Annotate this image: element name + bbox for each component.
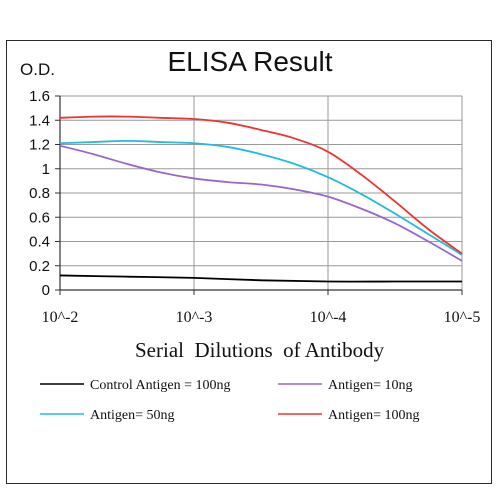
y-axis-label: O.D. xyxy=(20,60,55,79)
chart-title: ELISA Result xyxy=(167,46,333,77)
y-tick-label: 1.2 xyxy=(29,137,50,154)
legend: Control Antigen = 100ng Antigen= 10ng Anti… xyxy=(40,378,420,423)
series-line xyxy=(59,274,462,283)
x-tick-label: 10^-2 xyxy=(42,309,79,326)
y-tick-label: 0 xyxy=(42,282,50,299)
y-tick-label: 0.2 xyxy=(29,258,50,275)
series-lines xyxy=(59,115,463,283)
x-axis-label: Serial Dilutions of Antibody xyxy=(135,338,385,362)
x-tick-label: 10^-4 xyxy=(310,309,347,326)
series-line xyxy=(59,115,463,255)
legend-label: Antigen= 100ng xyxy=(328,408,420,423)
x-tick-labels: 10^-2 10^-3 10^-4 10^-5 xyxy=(42,309,481,326)
y-tick-labels: 0 0.2 0.4 0.6 0.8 1 1.2 1.4 1.6 xyxy=(29,88,50,299)
grid xyxy=(59,95,463,291)
legend-label: Antigen= 50ng xyxy=(90,408,175,423)
x-tick-label: 10^-5 xyxy=(444,309,481,326)
y-tick-label: 1 xyxy=(42,161,50,178)
series-line xyxy=(59,144,463,262)
chart-frame xyxy=(6,40,492,484)
legend-label: Control Antigen = 100ng xyxy=(90,378,231,393)
y-tick-label: 1.6 xyxy=(29,88,50,105)
y-tick-label: 0.8 xyxy=(29,185,50,202)
y-tick-label: 0.4 xyxy=(29,234,50,251)
axes xyxy=(55,95,463,295)
legend-label: Antigen= 10ng xyxy=(328,378,413,393)
series-line xyxy=(59,139,463,256)
x-tick-label: 10^-3 xyxy=(176,309,213,326)
y-tick-label: 1.4 xyxy=(29,112,50,129)
y-tick-label: 0.6 xyxy=(29,209,50,226)
